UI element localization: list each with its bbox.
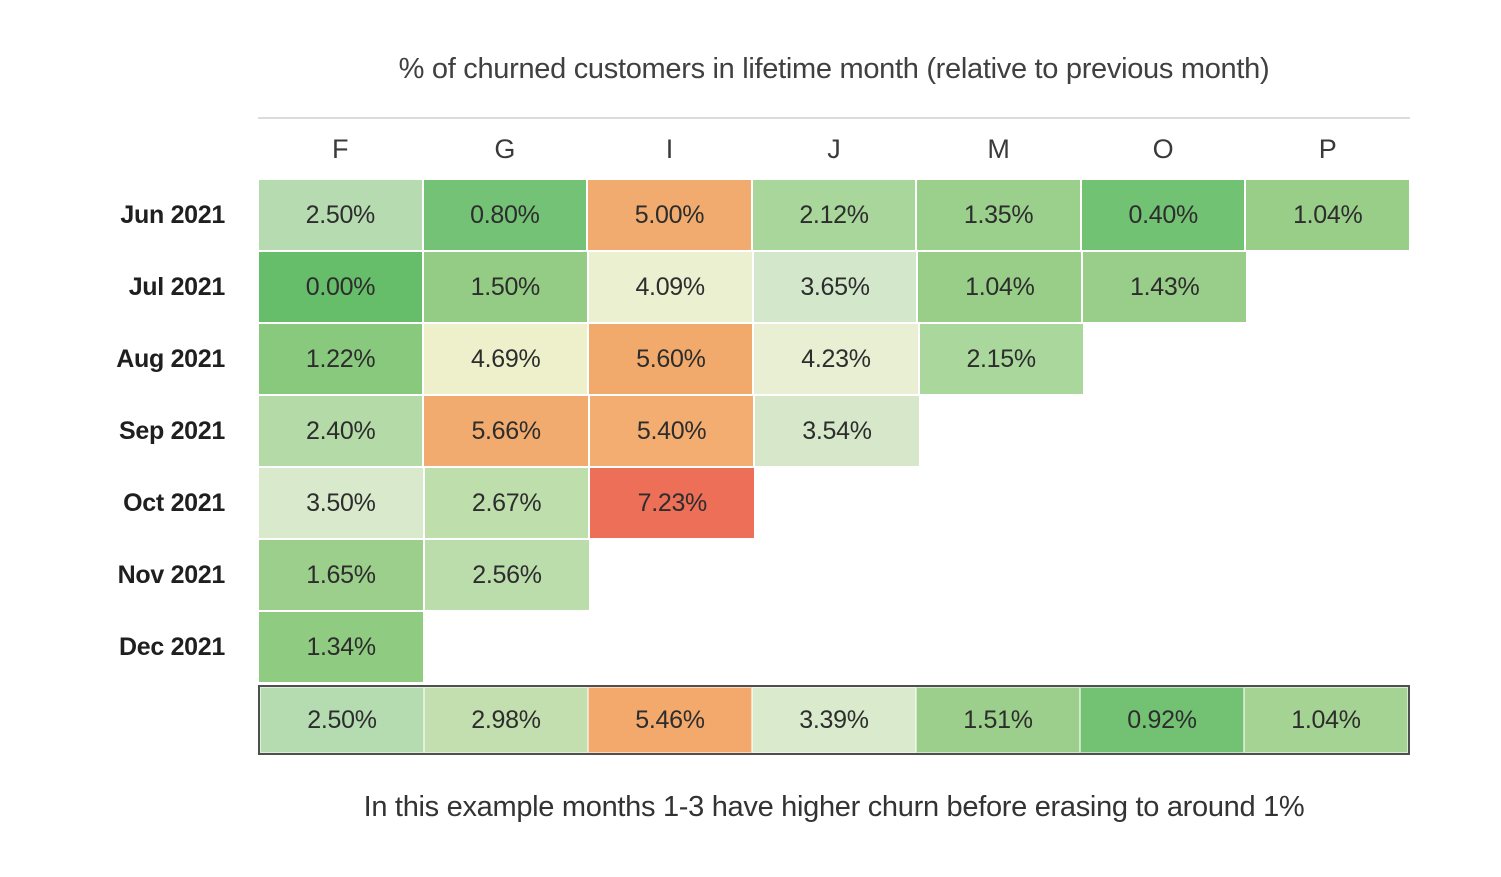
heatmap-cell: 1.04%	[1245, 179, 1411, 251]
heatmap-row: Dec 2021 1.34%	[0, 611, 1410, 683]
heatmap-cell: 1.51%	[916, 687, 1080, 753]
column-header-g: G	[494, 133, 516, 164]
heatmap-cell: 1.22%	[258, 323, 424, 395]
empty-cell	[1246, 467, 1410, 539]
heatmap-cell: 1.43%	[1082, 251, 1248, 323]
column-header-m: M	[987, 133, 1010, 164]
empty-cell	[1082, 539, 1246, 611]
heatmap-cell: 3.39%	[752, 687, 916, 753]
heatmap-cell: 1.50%	[422, 251, 588, 323]
heatmap-cell: 0.40%	[1080, 179, 1246, 251]
empty-cell	[424, 611, 588, 683]
heatmap-cell: 2.98%	[424, 687, 588, 753]
heatmap-cell: 5.46%	[588, 687, 752, 753]
empty-cell	[1247, 395, 1410, 467]
heatmap-cell: 7.23%	[589, 467, 756, 539]
empty-cell	[1083, 467, 1247, 539]
heatmap-cell: 2.50%	[258, 179, 423, 251]
heatmap-cell: 1.35%	[916, 179, 1081, 251]
row-label: Jul 2021	[128, 272, 226, 301]
empty-cell	[1081, 611, 1245, 683]
empty-cell	[1083, 395, 1246, 467]
column-header-p: P	[1318, 133, 1337, 164]
heatmap-cell: 2.12%	[751, 179, 917, 251]
row-label: Oct 2021	[123, 488, 225, 517]
heatmap-cell: 1.65%	[258, 539, 424, 611]
empty-cell	[753, 611, 917, 683]
empty-cell	[755, 467, 919, 539]
heatmap-cell: 2.50%	[260, 687, 424, 753]
empty-cell	[918, 539, 1082, 611]
empty-cell	[1247, 251, 1410, 323]
empty-cell	[920, 395, 1083, 467]
heatmap-cell: 2.15%	[918, 323, 1084, 395]
empty-cell	[589, 611, 753, 683]
heatmap-cell: 0.80%	[422, 179, 588, 251]
heatmap-cell: 2.67%	[423, 467, 590, 539]
heatmap-cell: 0.00%	[258, 251, 423, 323]
heatmap-cell: 1.04%	[1244, 687, 1408, 753]
row-label: Jun 2021	[120, 200, 225, 229]
heatmap-row: Nov 2021 1.65% 2.56%	[0, 539, 1410, 611]
empty-cell	[919, 467, 1083, 539]
heatmap-cell: 0.92%	[1080, 687, 1244, 753]
column-header-o: O	[1152, 133, 1174, 164]
empty-cell	[1246, 539, 1410, 611]
heatmap-row: Sep 2021 2.40% 5.66% 5.40% 3.54%	[0, 395, 1410, 467]
empty-cell	[917, 611, 1081, 683]
row-label: Sep 2021	[118, 416, 225, 445]
empty-cell	[1247, 323, 1410, 395]
empty-cell	[754, 539, 918, 611]
heatmap-cell: 5.60%	[588, 323, 754, 395]
heatmap-cell: 5.66%	[423, 395, 589, 467]
heatmap-cell: 2.56%	[424, 539, 590, 611]
heatmap-cell: 3.54%	[754, 395, 920, 467]
heatmap-row: Oct 2021 3.50% 2.67% 7.23%	[0, 467, 1410, 539]
row-label: Dec 2021	[118, 632, 225, 661]
heatmap-cell: 1.34%	[258, 611, 425, 683]
heatmap-cell: 4.23%	[753, 323, 919, 395]
row-label: Nov 2021	[117, 560, 226, 589]
heatmap-cell: 3.65%	[752, 251, 918, 323]
heatmap-cell: 2.40%	[258, 395, 424, 467]
empty-cell	[590, 539, 754, 611]
column-header-f: F	[332, 133, 349, 164]
empty-cell	[1084, 323, 1247, 395]
heatmap-row: Jul 2021 0.00% 1.50% 4.09% 3.65% 1.04% 1.43%	[0, 251, 1410, 323]
heatmap-cell: 1.04%	[917, 251, 1083, 323]
column-header-j: J	[827, 133, 841, 164]
column-header-i: I	[665, 133, 674, 164]
heatmap-row: Aug 2021 1.22% 4.69% 5.60% 4.23% 2.15%	[0, 323, 1410, 395]
empty-cell	[1246, 611, 1410, 683]
chart-caption: In this example months 1-3 have higher c…	[363, 791, 1305, 823]
heatmap-cell: 5.00%	[587, 179, 752, 251]
heatmap-row: Jun 2021 2.50% 0.80% 5.00% 2.12% 1.35% 0.40% 1.…	[0, 179, 1411, 251]
heatmap-grid: Jun 2021 2.50% 0.80% 5.00% 2.12% 1.35% 0.40% 1.…	[0, 179, 1501, 683]
summary-row: 2.50% 2.98% 5.46% 3.39% 1.51% 0.92% 1.04%	[258, 685, 1410, 755]
heatmap-cell: 4.09%	[587, 251, 753, 323]
chart-title: % of churned customers in lifetime month…	[398, 53, 1270, 85]
header-divider	[258, 117, 1410, 119]
heatmap-cell: 3.50%	[258, 467, 424, 539]
row-label: Aug 2021	[116, 344, 225, 373]
heatmap-cell: 5.40%	[588, 395, 755, 467]
heatmap-cell: 4.69%	[423, 323, 589, 395]
